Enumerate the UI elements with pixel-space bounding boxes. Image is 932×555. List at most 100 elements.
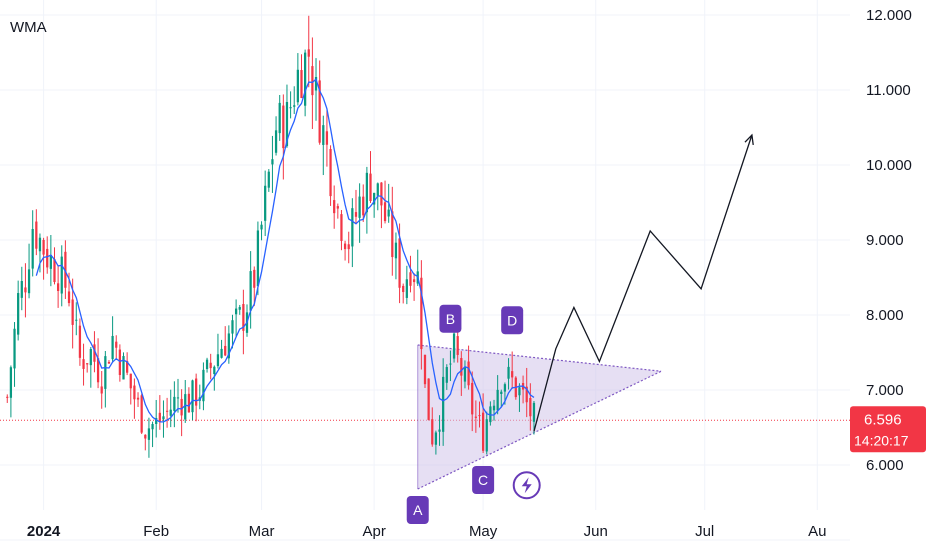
indicator-label: WMA [10, 19, 47, 36]
candle-body [238, 307, 241, 310]
countdown-text: 14:20:17 [854, 432, 909, 448]
wave-label-text: C [478, 472, 488, 488]
candle-body [274, 130, 278, 153]
candle-body [376, 183, 379, 196]
candle-body [256, 230, 260, 287]
candle-body [398, 238, 401, 288]
candle-body [20, 280, 23, 298]
candle-body [242, 304, 245, 331]
candle-body [471, 382, 474, 415]
candle-body [383, 202, 387, 222]
candle-body [282, 105, 285, 149]
candle-body [180, 398, 183, 416]
candle-body [53, 259, 56, 283]
candle-body [89, 349, 92, 366]
candle-body [307, 49, 310, 57]
candle-body [438, 429, 441, 432]
candle-body [17, 293, 20, 335]
candle-body [82, 359, 85, 369]
candle-body [158, 412, 161, 422]
candle-body [42, 239, 45, 255]
triangle-fill [417, 345, 662, 489]
candle-body [452, 333, 456, 359]
candle-body [500, 391, 503, 394]
candle-body [231, 320, 234, 334]
candle-body [358, 196, 361, 218]
wma-line [35, 78, 535, 423]
wave-label-badge [472, 466, 495, 494]
candle-body [289, 107, 292, 109]
candle-body [165, 410, 169, 412]
price-tag-bg [850, 406, 926, 453]
candle-body [322, 125, 325, 145]
candle-body [434, 432, 438, 445]
candle-body [314, 76, 318, 91]
wave-label-badge [406, 496, 429, 524]
candle-body [402, 285, 405, 293]
candle-body [173, 396, 176, 411]
candle-body [191, 380, 194, 413]
candle-body [423, 354, 427, 385]
bolt-shape [521, 477, 532, 494]
wave-label-badge [439, 304, 462, 333]
candle-body [518, 387, 521, 396]
candle-body [249, 271, 252, 311]
projection-path [533, 134, 753, 432]
candle-body [503, 384, 507, 392]
candle-body [13, 328, 16, 369]
candle-body [489, 406, 492, 423]
candle-body [104, 356, 107, 389]
projection-arrowhead [744, 133, 754, 145]
candle-body [532, 402, 536, 422]
candle-body [78, 325, 82, 358]
candle-body [420, 277, 423, 350]
candle-body [525, 386, 528, 403]
candle-body [318, 80, 321, 143]
candle-body [449, 363, 452, 365]
candle-body [136, 397, 140, 400]
candle-body [409, 272, 412, 286]
triangle-pattern [417, 344, 662, 490]
projection-layer [533, 133, 754, 432]
candle-body [380, 182, 383, 206]
candle-body [100, 386, 103, 394]
candle-body [267, 171, 270, 188]
candle-body [187, 393, 191, 413]
candle-body [474, 416, 477, 418]
candle-body [529, 397, 532, 417]
candle-body [264, 185, 267, 221]
candle-body [362, 196, 365, 216]
candle-body [467, 361, 470, 386]
candle-body [496, 389, 499, 411]
x-tick-label: Feb [143, 523, 169, 540]
lightning-bolt-icon [512, 471, 541, 500]
current-price-tag: 6.596 14:20:17 [850, 406, 926, 453]
wave-label-c: C [472, 466, 495, 494]
candle-body [202, 369, 205, 402]
candle-body [111, 335, 114, 360]
x-tick-label: Apr [362, 523, 385, 540]
candle-body [96, 358, 100, 383]
candle-body [347, 244, 350, 250]
candle-body [234, 308, 238, 315]
candle-body [485, 419, 488, 452]
candle-body [184, 394, 187, 420]
candle-body [6, 396, 9, 398]
wave-label-text: D [507, 312, 517, 328]
triangle-lower-edge [417, 370, 662, 490]
candles [6, 15, 536, 458]
candle-body [93, 344, 96, 362]
candle-body [122, 356, 125, 380]
candle-body [373, 192, 376, 205]
candle-body [169, 409, 172, 416]
candle-body [71, 299, 74, 325]
wma-layer [35, 78, 535, 423]
candle-body [64, 251, 67, 288]
wave-label-text: A [413, 502, 423, 518]
candle-body [300, 70, 303, 99]
candle-body [478, 415, 481, 417]
candle-body [162, 416, 165, 420]
y-tick-label: 11.000 [866, 82, 911, 99]
